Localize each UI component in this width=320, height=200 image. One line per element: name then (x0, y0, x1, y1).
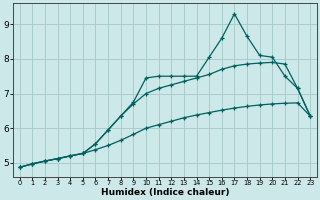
X-axis label: Humidex (Indice chaleur): Humidex (Indice chaleur) (101, 188, 229, 197)
